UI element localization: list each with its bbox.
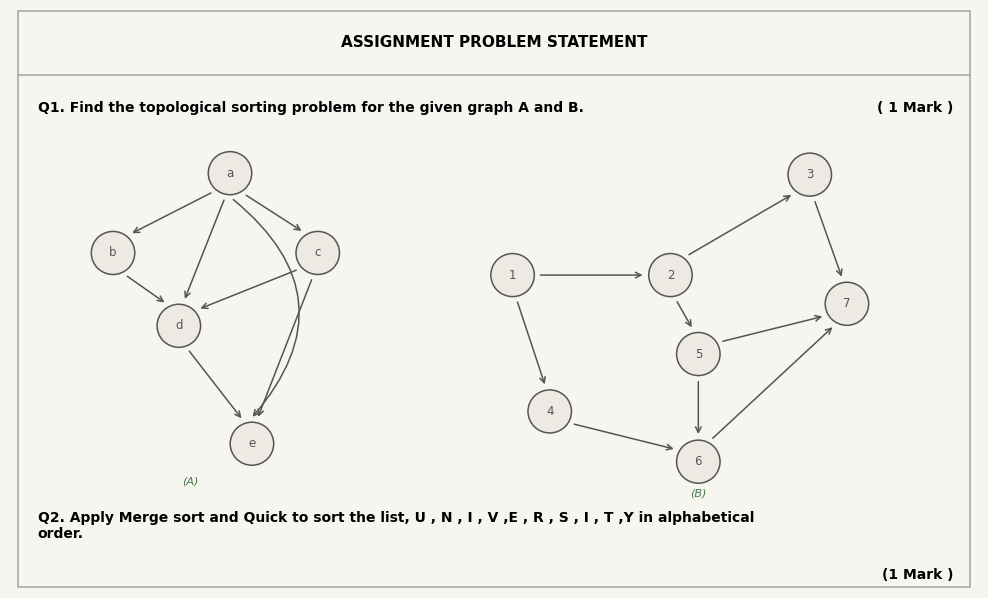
Text: 7: 7 xyxy=(843,297,851,310)
Text: (A): (A) xyxy=(183,477,199,486)
Ellipse shape xyxy=(296,231,340,274)
Text: d: d xyxy=(175,319,183,332)
Text: c: c xyxy=(314,246,321,260)
Text: b: b xyxy=(110,246,117,260)
Text: ASSIGNMENT PROBLEM STATEMENT: ASSIGNMENT PROBLEM STATEMENT xyxy=(341,35,647,50)
Ellipse shape xyxy=(528,390,571,433)
Text: Q2. Apply Merge sort and Quick to sort the list, U , N , I , V ,E , R , S , I , : Q2. Apply Merge sort and Quick to sort t… xyxy=(38,511,754,542)
Ellipse shape xyxy=(157,304,201,347)
Ellipse shape xyxy=(677,332,720,376)
Text: 3: 3 xyxy=(806,168,813,181)
Text: ( 1 Mark ): ( 1 Mark ) xyxy=(877,100,953,115)
Ellipse shape xyxy=(788,153,832,196)
Text: 5: 5 xyxy=(695,347,702,361)
Ellipse shape xyxy=(91,231,134,274)
Ellipse shape xyxy=(230,422,274,465)
Text: a: a xyxy=(226,167,233,179)
Text: 1: 1 xyxy=(509,269,517,282)
Ellipse shape xyxy=(825,282,868,325)
Text: (B): (B) xyxy=(691,489,706,498)
Text: 2: 2 xyxy=(667,269,674,282)
Text: Q1. Find the topological sorting problem for the given graph A and B.: Q1. Find the topological sorting problem… xyxy=(38,100,584,115)
Text: (1 Mark ): (1 Mark ) xyxy=(882,568,953,582)
Ellipse shape xyxy=(491,254,535,297)
Text: 6: 6 xyxy=(695,455,702,468)
Text: 4: 4 xyxy=(546,405,553,418)
Text: e: e xyxy=(248,437,256,450)
Ellipse shape xyxy=(208,152,252,195)
Ellipse shape xyxy=(677,440,720,483)
Ellipse shape xyxy=(649,254,693,297)
